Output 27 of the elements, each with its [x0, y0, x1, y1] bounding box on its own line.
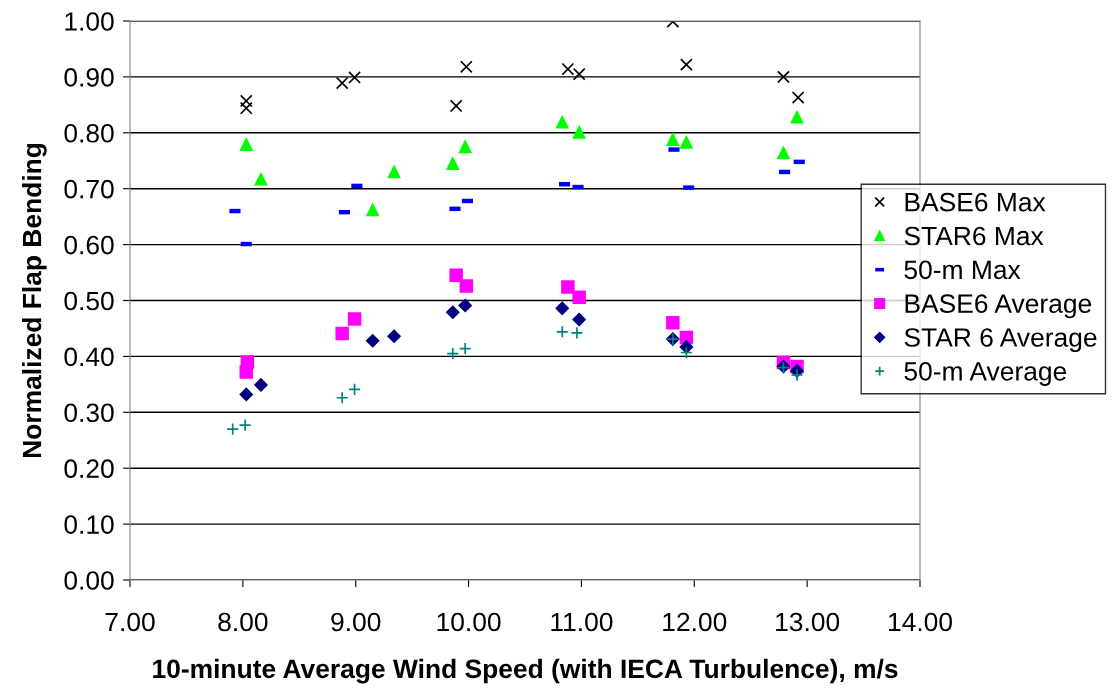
x-tick-label: 11.00 — [551, 612, 613, 632]
y-tick-label: 0.80 — [64, 123, 114, 143]
x-axis-title: 10-minute Average Wind Speed (with IECA Turbulence), m/s — [153, 658, 898, 684]
y-axis-title: Normalized Flap Bending — [21, 143, 47, 458]
legend-label: BASE6 Max — [905, 192, 1046, 212]
x-tick-label: 12.00 — [663, 612, 727, 632]
legend-label: 50-m Max — [904, 260, 1021, 280]
y-tick-label: 0.00 — [64, 571, 114, 590]
legend-label: 50-m Average — [904, 361, 1067, 386]
y-tick-label: 0.60 — [64, 235, 114, 255]
x-tick-label: 14.00 — [889, 612, 952, 632]
y-tick-label: 0.10 — [64, 515, 114, 534]
y-tick-label: 1.00 — [65, 12, 114, 31]
y-tick-label: 0.90 — [64, 68, 114, 87]
y-tick-label: 0.70 — [64, 179, 114, 199]
y-tick-label: 0.20 — [64, 459, 114, 479]
y-tick-label: 0.50 — [64, 291, 114, 311]
y-tick-label: 0.30 — [64, 403, 114, 423]
x-tick-label: 8.00 — [218, 612, 268, 632]
x-tick-label: 9.00 — [331, 612, 381, 632]
x-tick-label: 13.00 — [776, 612, 840, 632]
legend-label: BASE6 Average — [905, 294, 1092, 319]
y-tick-label: 0.40 — [64, 347, 114, 367]
x-tick-label: 7.00 — [105, 612, 155, 632]
legend-label: STAR 6 Average — [904, 328, 1097, 353]
x-tick-label: 10.00 — [437, 612, 501, 632]
legend-label: STAR6 Max — [904, 226, 1044, 246]
